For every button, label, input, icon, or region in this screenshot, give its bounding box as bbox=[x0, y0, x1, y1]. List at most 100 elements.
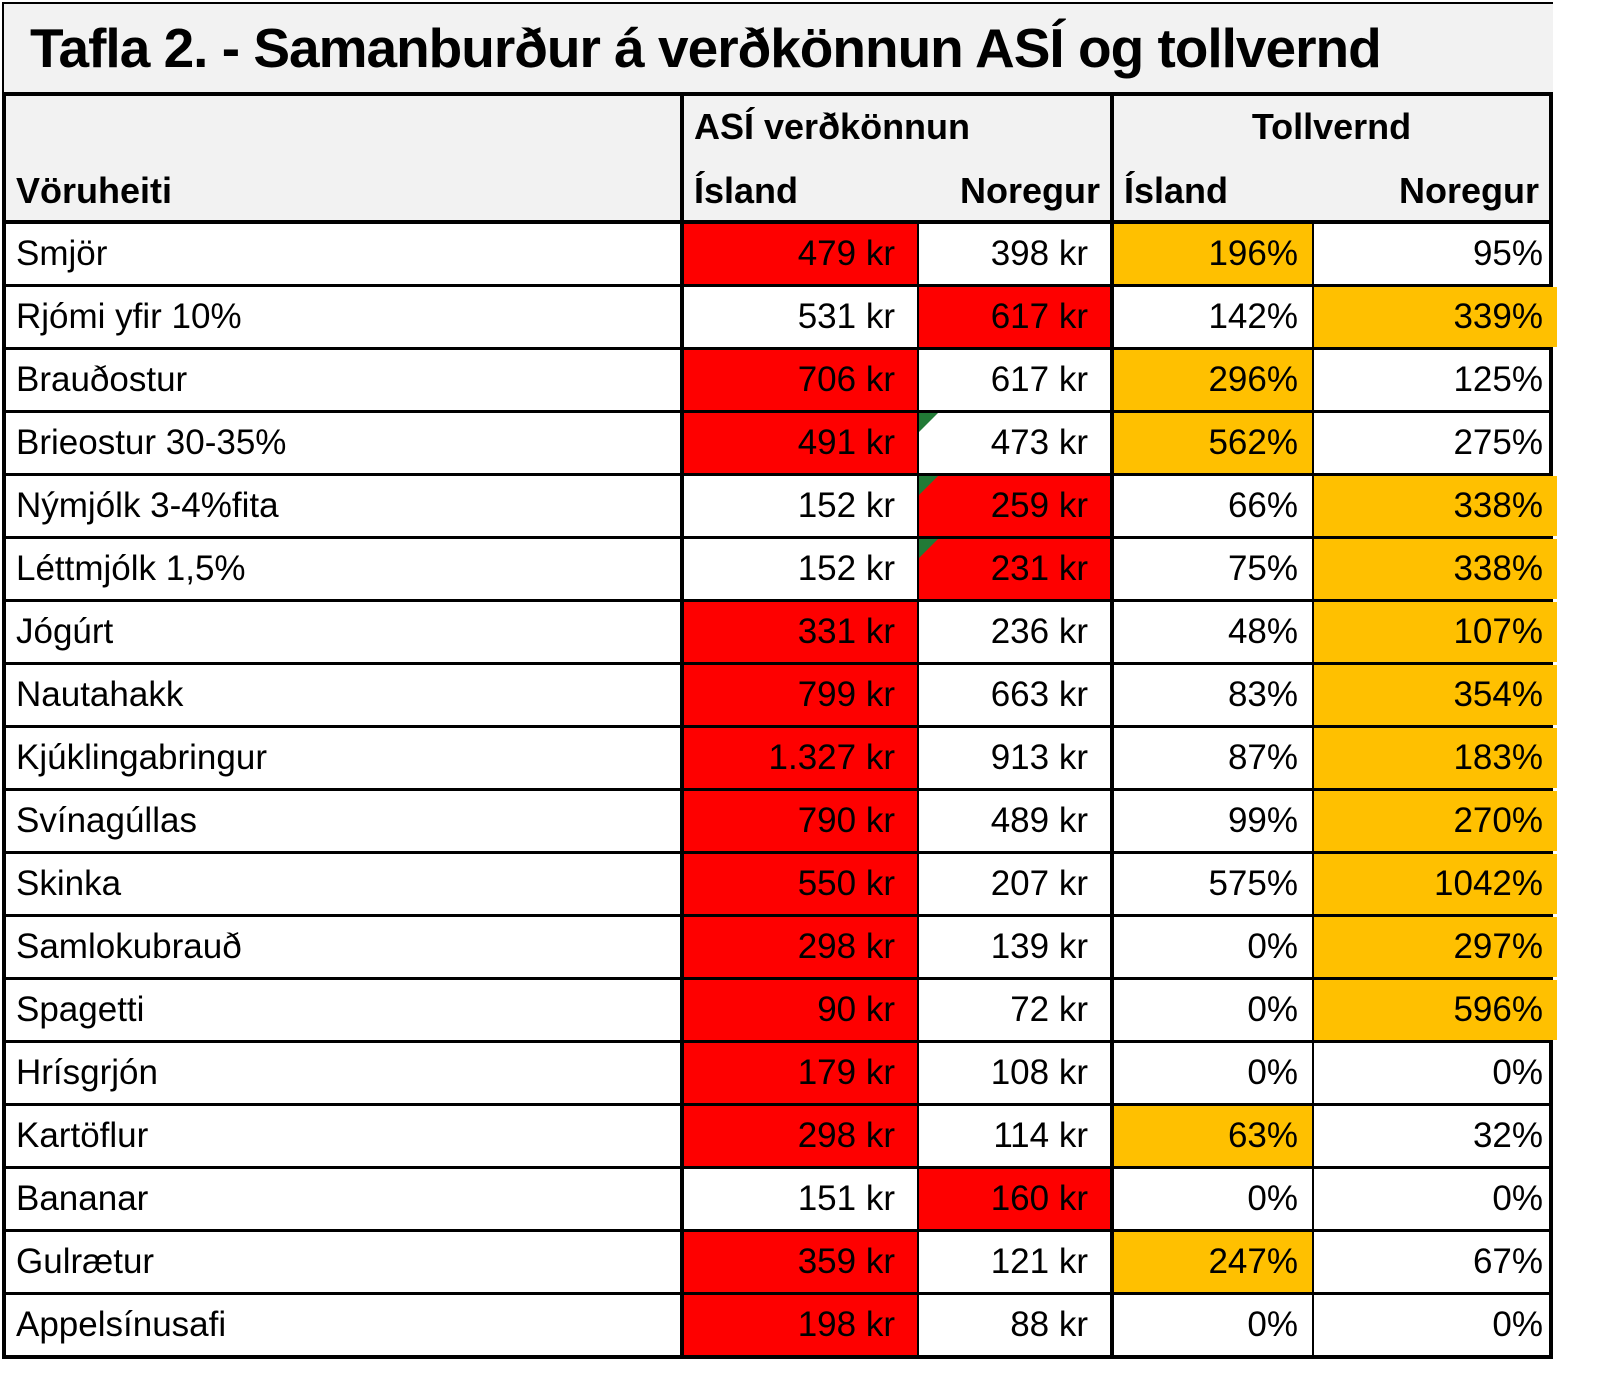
subheader-tollvernd-island: Ísland bbox=[1124, 170, 1229, 211]
asi-noregur-price: 398 kr bbox=[919, 224, 1114, 284]
tollvernd-island-pct: 0% bbox=[1114, 1169, 1314, 1229]
product-name: Kartöflur bbox=[6, 1106, 684, 1166]
tollvernd-island-pct: 63% bbox=[1114, 1106, 1314, 1166]
asi-noregur-price: 236 kr bbox=[919, 602, 1114, 662]
product-name: Smjör bbox=[6, 224, 684, 284]
asi-island-price: 152 kr bbox=[684, 476, 919, 536]
subheader-asi-noregur: Noregur bbox=[959, 170, 1100, 211]
table-row: Samlokubrauð 298 kr 139 kr 0% 297% bbox=[6, 914, 1557, 977]
product-name: Rjómi yfir 10% bbox=[6, 287, 684, 347]
asi-island-price: 90 kr bbox=[684, 980, 919, 1040]
asi-noregur-price: 913 kr bbox=[919, 728, 1114, 788]
tollvernd-island-pct: 196% bbox=[1114, 224, 1314, 284]
table-row: Bananar 151 kr 160 kr 0% 0% bbox=[6, 1166, 1549, 1229]
comparison-table: Vöruheiti ASÍ verðkönnun Ísland Noregur … bbox=[2, 92, 1557, 1359]
asi-noregur-price: 72 kr bbox=[919, 980, 1114, 1040]
product-name: Nýmjólk 3-4%fita bbox=[6, 476, 684, 536]
tollvernd-island-pct: 75% bbox=[1114, 539, 1314, 599]
asi-noregur-price: 114 kr bbox=[919, 1106, 1114, 1166]
tollvernd-island-pct: 0% bbox=[1114, 917, 1314, 977]
table-header: Vöruheiti ASÍ verðkönnun Ísland Noregur … bbox=[6, 96, 1549, 224]
tollvernd-island-pct: 0% bbox=[1114, 980, 1314, 1040]
tollvernd-noregur-pct: 183% bbox=[1314, 728, 1557, 788]
group-header-tollvernd: Tollvernd Ísland Noregur bbox=[1114, 96, 1549, 220]
tollvernd-noregur-pct: 338% bbox=[1314, 539, 1557, 599]
green-corner-indicator bbox=[919, 413, 938, 432]
tollvernd-island-pct: 575% bbox=[1114, 854, 1314, 914]
table-row: Brieostur 30-35% 491 kr 473 kr 562% 275% bbox=[6, 410, 1549, 473]
asi-island-price: 152 kr bbox=[684, 539, 919, 599]
asi-noregur-price: 108 kr bbox=[919, 1043, 1114, 1103]
asi-noregur-price: 121 kr bbox=[919, 1232, 1114, 1292]
tollvernd-noregur-pct: 67% bbox=[1472, 1242, 1543, 1281]
group-header-asi-verdkonnun: ASÍ verðkönnun Ísland Noregur bbox=[684, 96, 1114, 220]
asi-island-price: 1.327 kr bbox=[684, 728, 919, 788]
asi-island-price: 198 kr bbox=[684, 1295, 919, 1355]
table-row: Svínagúllas 790 kr 489 kr 99% 270% bbox=[6, 788, 1557, 851]
product-name: Appelsínusafi bbox=[6, 1295, 684, 1355]
tollvernd-noregur-pct: 275% bbox=[1453, 423, 1543, 462]
product-name: Samlokubrauð bbox=[6, 917, 684, 977]
table-row: Kartöflur 298 kr 114 kr 63% 32% bbox=[6, 1103, 1549, 1166]
table-row: Skinka 550 kr 207 kr 575% 1042% bbox=[6, 851, 1557, 914]
green-corner-indicator bbox=[919, 539, 938, 558]
tollvernd-noregur-pct: 0% bbox=[1492, 1179, 1543, 1218]
table-row: Jógúrt 331 kr 236 kr 48% 107% bbox=[6, 599, 1557, 662]
tollvernd-island-pct: 0% bbox=[1114, 1043, 1314, 1103]
asi-island-price: 550 kr bbox=[684, 854, 919, 914]
product-name: Skinka bbox=[6, 854, 684, 914]
asi-noregur-price: 617 kr bbox=[919, 350, 1114, 410]
asi-noregur-price: 207 kr bbox=[919, 854, 1114, 914]
table-row: Spagetti 90 kr 72 kr 0% 596% bbox=[6, 977, 1557, 1040]
group-label-asi-verdkonnun: ASÍ verðkönnun bbox=[694, 106, 971, 147]
asi-island-price: 706 kr bbox=[684, 350, 919, 410]
tollvernd-island-pct: 142% bbox=[1114, 287, 1314, 347]
table-row: Hrísgrjón 179 kr 108 kr 0% 0% bbox=[6, 1040, 1549, 1103]
product-name: Gulrætur bbox=[6, 1232, 684, 1292]
product-name: Svínagúllas bbox=[6, 791, 684, 851]
product-name: Brieostur 30-35% bbox=[6, 413, 684, 473]
asi-island-price: 491 kr bbox=[684, 413, 919, 473]
table-row: Smjör 479 kr 398 kr 196% 95% bbox=[6, 224, 1549, 284]
asi-noregur-price: 473 kr bbox=[919, 413, 1114, 473]
tollvernd-noregur-pct: 338% bbox=[1314, 476, 1557, 536]
table-row: Brauðostur 706 kr 617 kr 296% 125% bbox=[6, 347, 1549, 410]
product-name: Brauðostur bbox=[6, 350, 684, 410]
asi-island-price: 479 kr bbox=[684, 224, 919, 284]
table-row: Nýmjólk 3-4%fita 152 kr 259 kr 66% 338% bbox=[6, 473, 1557, 536]
tollvernd-noregur-pct: 596% bbox=[1314, 980, 1557, 1040]
asi-noregur-price: 617 kr bbox=[919, 287, 1114, 347]
green-corner-indicator bbox=[919, 476, 938, 495]
asi-island-price: 790 kr bbox=[684, 791, 919, 851]
table-row: Nautahakk 799 kr 663 kr 83% 354% bbox=[6, 662, 1557, 725]
table-row: Léttmjólk 1,5% 152 kr 231 kr 75% 338% bbox=[6, 536, 1557, 599]
asi-island-price: 179 kr bbox=[684, 1043, 919, 1103]
asi-island-price: 331 kr bbox=[684, 602, 919, 662]
tollvernd-noregur-pct: 0% bbox=[1492, 1305, 1543, 1344]
subheader-tollvernd-noregur: Noregur bbox=[1398, 170, 1539, 211]
asi-island-price: 298 kr bbox=[684, 1106, 919, 1166]
tollvernd-island-pct: 0% bbox=[1114, 1295, 1314, 1355]
tollvernd-island-pct: 247% bbox=[1114, 1232, 1314, 1292]
asi-island-price: 799 kr bbox=[684, 665, 919, 725]
tollvernd-noregur-pct: 339% bbox=[1314, 287, 1557, 347]
asi-noregur-price: 160 kr bbox=[919, 1169, 1114, 1229]
tollvernd-noregur-pct: 354% bbox=[1314, 665, 1557, 725]
tollvernd-noregur-pct: 0% bbox=[1492, 1053, 1543, 1092]
asi-noregur-price: 663 kr bbox=[919, 665, 1114, 725]
tollvernd-island-pct: 66% bbox=[1114, 476, 1314, 536]
asi-noregur-price: 231 kr bbox=[919, 539, 1114, 599]
asi-island-price: 359 kr bbox=[684, 1232, 919, 1292]
asi-noregur-price: 489 kr bbox=[919, 791, 1114, 851]
product-name: Spagetti bbox=[6, 980, 684, 1040]
table-title: Tafla 2. - Samanburður á verðkönnun ASÍ … bbox=[2, 2, 1553, 92]
product-name: Bananar bbox=[6, 1169, 684, 1229]
asi-noregur-price: 259 kr bbox=[919, 476, 1114, 536]
product-name: Hrísgrjón bbox=[6, 1043, 684, 1103]
table-row: Appelsínusafi 198 kr 88 kr 0% 0% bbox=[6, 1292, 1549, 1355]
tollvernd-island-pct: 83% bbox=[1114, 665, 1314, 725]
tollvernd-noregur-pct: 297% bbox=[1314, 917, 1557, 977]
spreadsheet-area: Tafla 2. - Samanburður á verðkönnun ASÍ … bbox=[2, 2, 1557, 1359]
asi-island-price: 531 kr bbox=[684, 287, 919, 347]
tollvernd-noregur-pct: 270% bbox=[1314, 791, 1557, 851]
